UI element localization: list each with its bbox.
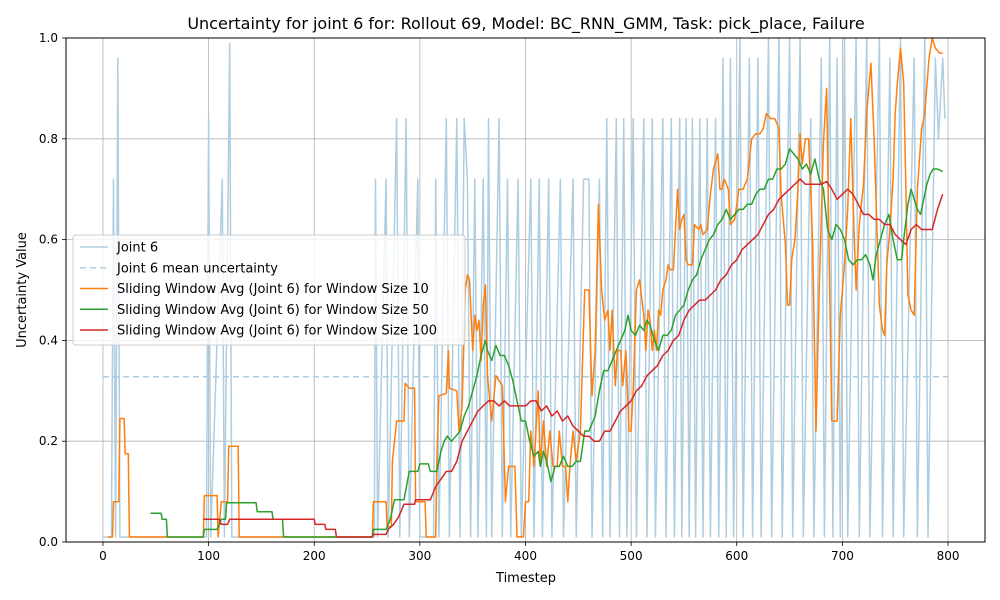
y-tick-label: 0.8	[39, 132, 58, 146]
y-axis-label: Uncertainty Value	[15, 232, 30, 348]
legend: Joint 6 Joint 6 mean uncertainty Sliding W…	[72, 234, 466, 346]
legend-entry-joint6-mean: Joint 6 mean uncertainty	[80, 261, 278, 276]
x-tick-label: 700	[831, 549, 854, 563]
x-tick-label: 100	[197, 549, 220, 563]
legend-entry-window100: Sliding Window Avg (Joint 6) for Window …	[80, 324, 437, 339]
legend-entry-window50: Sliding Window Avg (Joint 6) for Window …	[80, 303, 429, 318]
legend-box	[72, 234, 466, 346]
y-tick-label: 0.2	[39, 434, 58, 448]
x-axis-label: Timestep	[495, 571, 556, 586]
legend-label: Sliding Window Avg (Joint 6) for Window …	[117, 303, 429, 318]
window50-line	[150, 148, 944, 538]
y-tick-label: 0.0	[39, 535, 58, 549]
legend-entry-joint6: Joint 6	[80, 241, 158, 256]
legend-entry-window10: Sliding Window Avg (Joint 6) for Window …	[80, 282, 429, 297]
legend-label: Sliding Window Avg (Joint 6) for Window …	[117, 324, 437, 339]
y-tick-label: 1.0	[39, 31, 58, 45]
x-tick-label: 500	[620, 549, 643, 563]
y-tick-label: 0.4	[39, 333, 58, 347]
window100-line	[203, 178, 944, 538]
ticks-layer: 0 100 200 300 400 500 600 700 800 0.0 0.2 0.4 0.6 0.8…	[39, 31, 960, 563]
legend-label: Sliding Window Avg (Joint 6) for Window …	[117, 282, 429, 297]
x-tick-label: 800	[937, 549, 960, 563]
chart-title: Uncertainty for joint 6 for: Rollout 69,…	[187, 14, 864, 34]
x-tick-label: 600	[725, 549, 748, 563]
window10-line	[108, 37, 943, 538]
legend-label: Joint 6 mean uncertainty	[116, 261, 278, 276]
x-tick-label: 300	[408, 549, 431, 563]
x-tick-label: 400	[514, 549, 537, 563]
y-tick-label: 0.6	[39, 233, 58, 247]
x-tick-label: 200	[303, 549, 326, 563]
legend-label: Joint 6	[116, 241, 158, 256]
x-tick-label: 0	[99, 549, 107, 563]
